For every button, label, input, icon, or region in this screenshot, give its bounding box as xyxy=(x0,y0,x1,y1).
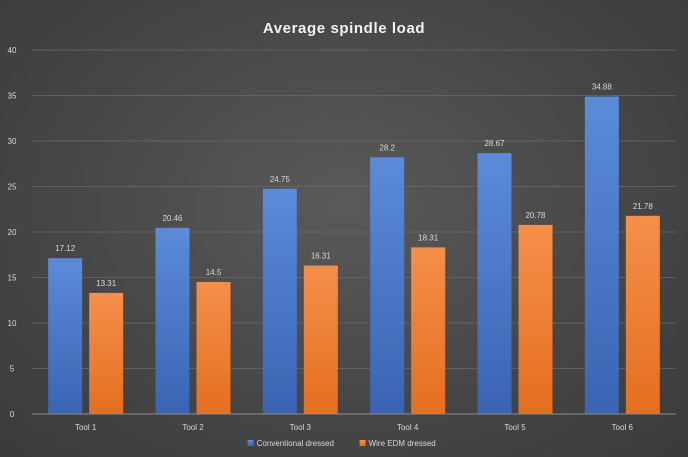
data-label: 20.78 xyxy=(525,211,546,220)
data-label: 14.5 xyxy=(206,268,222,277)
bar-wire-edm-2 xyxy=(196,282,231,414)
gridlines xyxy=(32,49,676,369)
bar-wire-edm-5 xyxy=(518,224,553,414)
y-tick-label: 0 xyxy=(10,410,15,419)
data-label: 13.31 xyxy=(96,279,117,288)
y-axis-ticks: 0 5 10 15 20 25 30 35 40 xyxy=(8,46,17,419)
legend-label: Wire EDM dressed xyxy=(369,439,436,448)
y-tick-label: 5 xyxy=(10,365,15,374)
bar-wire-edm-3 xyxy=(303,265,338,414)
data-labels: 17.12 13.31 20.46 14.5 24.75 16.31 28.2 18.31 28… xyxy=(55,83,653,288)
x-tick-label: Tool 1 xyxy=(75,423,97,432)
y-tick-label: 15 xyxy=(8,274,17,283)
bar-wire-edm-6 xyxy=(625,215,660,414)
data-label: 34.88 xyxy=(592,83,613,92)
data-label: 20.46 xyxy=(162,214,183,223)
bar-wire-edm-1 xyxy=(89,292,124,414)
x-tick-label: Tool 2 xyxy=(182,423,204,432)
x-tick-label: Tool 3 xyxy=(290,423,312,432)
bar-conventional-3 xyxy=(262,188,297,414)
data-label: 28.2 xyxy=(379,143,395,152)
y-tick-label: 10 xyxy=(8,319,17,328)
bar-wire-edm-4 xyxy=(411,247,446,414)
bar-conventional-1 xyxy=(48,258,83,414)
y-tick-label: 20 xyxy=(8,228,17,237)
legend-swatch xyxy=(359,440,366,446)
x-tick-label: Tool 4 xyxy=(397,423,419,432)
data-label: 18.31 xyxy=(418,233,439,242)
bar-conventional-5 xyxy=(477,153,512,414)
legend-label: Conventional dressed xyxy=(257,439,334,448)
bar-conventional-4 xyxy=(370,157,405,414)
data-label: 16.31 xyxy=(311,252,332,261)
bar-conventional-6 xyxy=(584,96,619,414)
chart-title: Average spindle load xyxy=(263,20,425,37)
bar-conventional-2 xyxy=(155,227,190,414)
data-label: 21.78 xyxy=(633,202,654,211)
legend-swatch xyxy=(247,440,254,446)
y-tick-label: 40 xyxy=(8,46,17,55)
data-label: 28.67 xyxy=(484,139,505,148)
data-label: 17.12 xyxy=(55,244,76,253)
x-tick-label: Tool 6 xyxy=(612,423,634,432)
bars xyxy=(48,96,660,414)
legend: Conventional dressed Wire EDM dressed xyxy=(247,439,436,448)
y-tick-label: 25 xyxy=(8,183,17,192)
x-tick-label: Tool 5 xyxy=(504,423,526,432)
x-axis-ticks: Tool 1 Tool 2 Tool 3 Tool 4 Tool 5 Tool 6 xyxy=(75,423,634,432)
data-label: 24.75 xyxy=(270,175,291,184)
y-tick-label: 35 xyxy=(8,92,17,101)
y-tick-label: 30 xyxy=(8,137,17,146)
